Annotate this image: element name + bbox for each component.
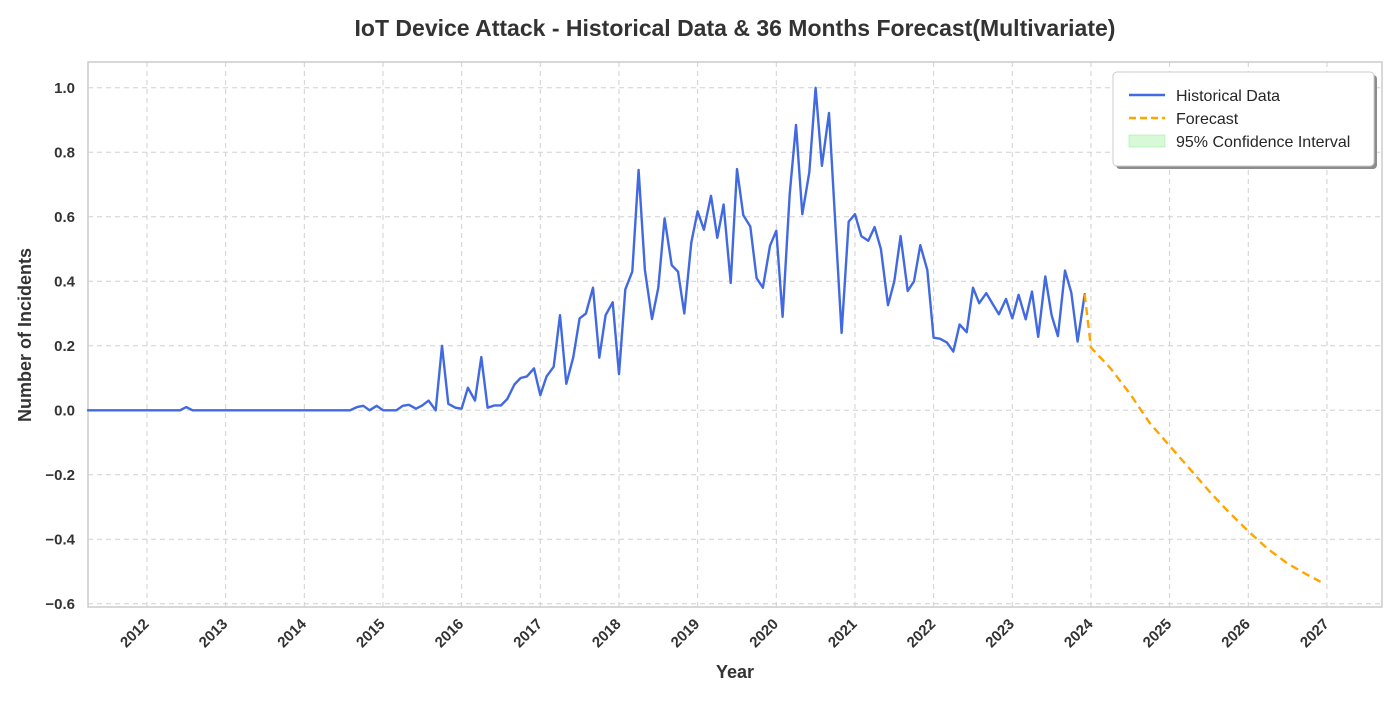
x-tick-label: 2025 — [1140, 616, 1176, 652]
x-axis-label: Year — [716, 662, 754, 682]
x-tick-label: 2021 — [825, 616, 861, 652]
x-tick-label: 2017 — [510, 616, 546, 652]
legend-label: Historical Data — [1176, 88, 1280, 105]
y-tick-label: 0.4 — [54, 273, 76, 290]
grid — [88, 62, 1382, 607]
y-tick-label: 0.8 — [54, 144, 75, 161]
x-tick-label: 2024 — [1061, 615, 1097, 651]
series-layer — [86, 86, 1322, 583]
y-tick-label: −0.6 — [45, 596, 75, 613]
x-tick-label: 2016 — [432, 616, 468, 652]
legend-swatch — [1128, 134, 1166, 148]
y-tick-label: 0.2 — [54, 338, 75, 355]
y-tick-label: 0.0 — [54, 402, 75, 419]
x-tick-label: 2014 — [274, 615, 310, 651]
x-tick-label: 2027 — [1297, 616, 1333, 652]
x-axis-ticks: 2012 2013 2014 2015 2016 2017 2018 2019 2020 2021… — [117, 615, 1333, 651]
legend-label: Forecast — [1176, 111, 1239, 128]
series-line-forecast — [1083, 294, 1322, 583]
y-tick-label: 1.0 — [54, 80, 75, 97]
legend-box — [1112, 71, 1375, 167]
legend: Historical Data Forecast 95% Confidence In… — [1112, 71, 1377, 169]
plot-frame — [87, 61, 1383, 608]
series-line-historical-data — [86, 86, 1086, 412]
y-axis-ticks: −0.6 −0.4 −0.2 0.0 0.2 0.4 0.6 0.8 1.0 — [45, 80, 75, 613]
x-tick-label: 2020 — [746, 616, 782, 652]
chart-title: IoT Device Attack - Historical Data & 36… — [355, 15, 1116, 41]
y-tick-label: −0.2 — [45, 467, 75, 484]
x-tick-label: 2013 — [196, 616, 232, 652]
x-tick-label: 2023 — [982, 616, 1018, 652]
x-tick-label: 2026 — [1218, 616, 1254, 652]
x-tick-label: 2012 — [117, 616, 153, 652]
x-tick-label: 2015 — [353, 616, 389, 652]
x-tick-label: 2022 — [904, 616, 940, 652]
x-tick-label: 2018 — [589, 616, 625, 652]
y-axis-label: Number of Incidents — [15, 248, 35, 422]
y-tick-label: 0.6 — [54, 209, 75, 226]
y-tick-label: −0.4 — [45, 531, 75, 548]
legend-label: 95% Confidence Interval — [1176, 134, 1350, 151]
x-tick-label: 2019 — [668, 616, 704, 652]
